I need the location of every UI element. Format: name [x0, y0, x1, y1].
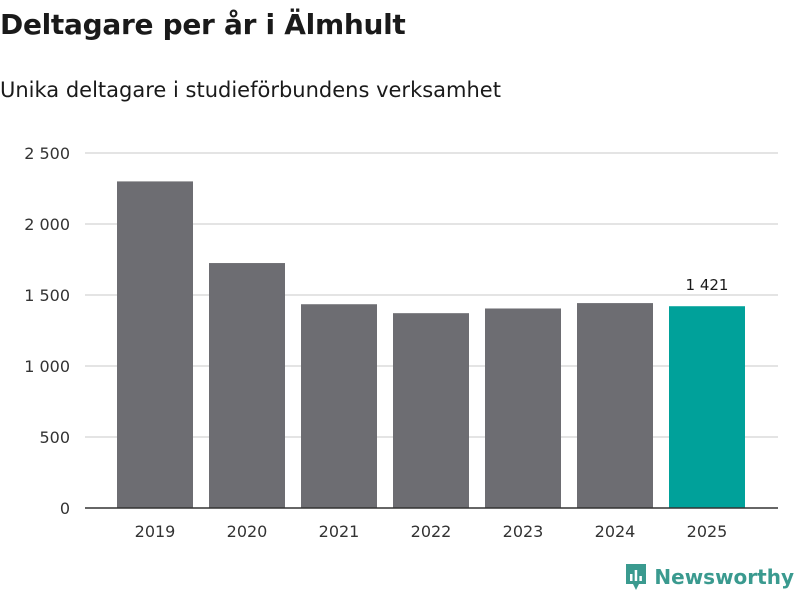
x-tick-label: 2020: [227, 522, 268, 541]
x-tick-label: 2021: [319, 522, 360, 541]
x-tick-label: 2023: [503, 522, 544, 541]
y-tick-label: 500: [39, 428, 70, 447]
newsworthy-icon: [626, 564, 647, 590]
y-tick-label: 0: [60, 499, 70, 518]
y-tick-label: 1 500: [24, 286, 70, 305]
chart-subtitle: Unika deltagare i studieförbundens verks…: [0, 78, 501, 102]
brand-name: Newsworthy: [654, 565, 794, 589]
chart-title: Deltagare per år i Älmhult: [0, 8, 406, 41]
bar-2023: [485, 308, 561, 508]
y-tick-label: 2 000: [24, 215, 70, 234]
bar-2024: [577, 303, 653, 508]
x-tick-label: 2025: [687, 522, 728, 541]
data-label: 1 421: [686, 276, 729, 294]
y-tick-label: 1 000: [24, 357, 70, 376]
newsworthy-logo: Newsworthy: [624, 562, 794, 592]
bar-2020: [209, 263, 285, 508]
bar-2022: [393, 313, 469, 508]
bar-2019: [117, 181, 193, 508]
x-tick-label: 2024: [595, 522, 636, 541]
x-tick-label: 2022: [411, 522, 452, 541]
bar-2021: [301, 304, 377, 508]
y-tick-label: 2 500: [24, 144, 70, 163]
bar-2025: [669, 306, 745, 508]
x-tick-label: 2019: [135, 522, 176, 541]
